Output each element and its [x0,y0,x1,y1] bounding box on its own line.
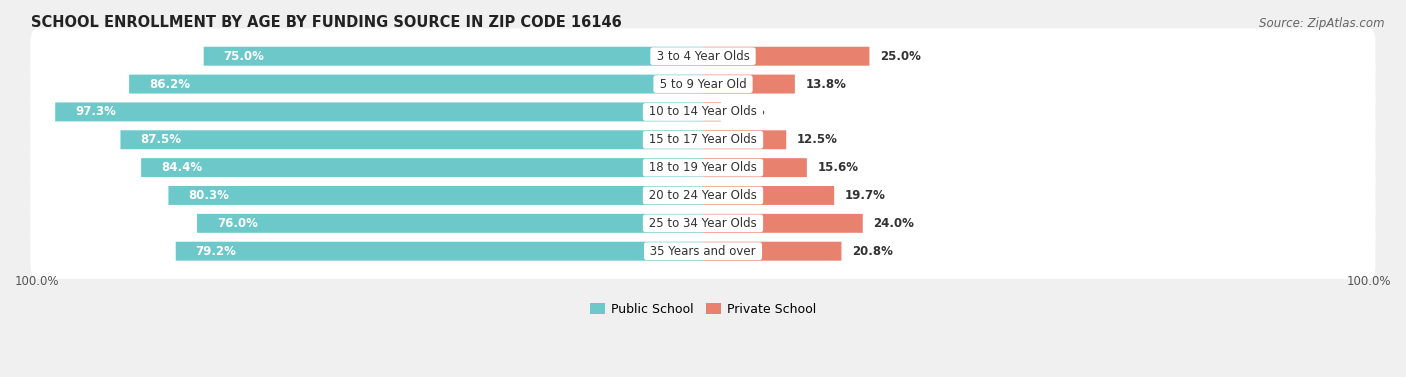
Text: 87.5%: 87.5% [141,133,181,146]
FancyBboxPatch shape [31,196,1375,251]
Text: 97.3%: 97.3% [75,106,117,118]
Text: 35 Years and over: 35 Years and over [647,245,759,258]
Text: 84.4%: 84.4% [162,161,202,174]
Text: 15.6%: 15.6% [817,161,859,174]
Text: 25 to 34 Year Olds: 25 to 34 Year Olds [645,217,761,230]
Text: 2.7%: 2.7% [731,106,765,118]
FancyBboxPatch shape [31,28,1375,84]
Text: 12.5%: 12.5% [797,133,838,146]
FancyBboxPatch shape [31,56,1375,112]
Text: 20 to 24 Year Olds: 20 to 24 Year Olds [645,189,761,202]
Text: 24.0%: 24.0% [873,217,914,230]
FancyBboxPatch shape [703,103,721,121]
Text: 5 to 9 Year Old: 5 to 9 Year Old [655,78,751,90]
FancyBboxPatch shape [31,140,1375,196]
Text: Source: ZipAtlas.com: Source: ZipAtlas.com [1260,17,1385,30]
Text: 10 to 14 Year Olds: 10 to 14 Year Olds [645,106,761,118]
FancyBboxPatch shape [197,214,703,233]
FancyBboxPatch shape [204,47,703,66]
Text: 13.8%: 13.8% [806,78,846,90]
Text: 86.2%: 86.2% [149,78,190,90]
FancyBboxPatch shape [31,223,1375,279]
FancyBboxPatch shape [703,158,807,177]
Text: SCHOOL ENROLLMENT BY AGE BY FUNDING SOURCE IN ZIP CODE 16146: SCHOOL ENROLLMENT BY AGE BY FUNDING SOUR… [31,15,621,30]
Text: 80.3%: 80.3% [188,189,229,202]
FancyBboxPatch shape [176,242,703,261]
FancyBboxPatch shape [703,214,863,233]
FancyBboxPatch shape [121,130,703,149]
Text: 18 to 19 Year Olds: 18 to 19 Year Olds [645,161,761,174]
FancyBboxPatch shape [703,75,794,93]
Text: 79.2%: 79.2% [195,245,236,258]
FancyBboxPatch shape [129,75,703,93]
Text: 25.0%: 25.0% [880,50,921,63]
FancyBboxPatch shape [31,168,1375,223]
FancyBboxPatch shape [703,47,869,66]
FancyBboxPatch shape [169,186,703,205]
FancyBboxPatch shape [703,242,841,261]
Text: 75.0%: 75.0% [224,50,264,63]
Text: 3 to 4 Year Olds: 3 to 4 Year Olds [652,50,754,63]
FancyBboxPatch shape [55,103,703,121]
Text: 20.8%: 20.8% [852,245,893,258]
Legend: Public School, Private School: Public School, Private School [585,298,821,321]
FancyBboxPatch shape [31,84,1375,140]
Text: 15 to 17 Year Olds: 15 to 17 Year Olds [645,133,761,146]
FancyBboxPatch shape [703,130,786,149]
Text: 76.0%: 76.0% [217,217,257,230]
FancyBboxPatch shape [703,186,834,205]
FancyBboxPatch shape [141,158,703,177]
FancyBboxPatch shape [31,112,1375,168]
Text: 19.7%: 19.7% [845,189,886,202]
